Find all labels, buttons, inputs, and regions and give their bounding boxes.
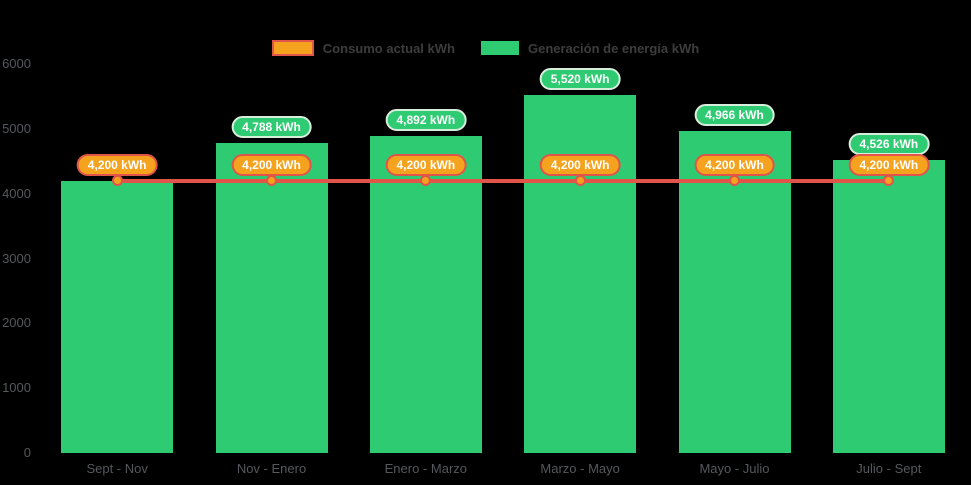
line-point[interactable]	[420, 175, 432, 187]
x-axis-label: Nov - Enero	[236, 461, 307, 476]
x-axis-label: Enero - Marzo	[384, 461, 468, 476]
y-axis-tick-label: 1000	[2, 380, 31, 396]
consumption-badge: 4,200 kWh	[231, 153, 312, 176]
line-point[interactable]	[729, 175, 740, 187]
generation-bar[interactable]	[61, 180, 174, 453]
consumption-badge: 4,200 kWh	[539, 153, 621, 176]
consumption-badge: 4,200 kWh	[848, 153, 930, 176]
legend-label-consumo: Consumo actual kWh	[322, 40, 455, 56]
y-axis-tick-label: 5000	[2, 120, 31, 136]
legend-item-generacion[interactable]: Generación de energía kWh	[480, 40, 700, 56]
bar-value-badge: 4,892 kWh	[385, 108, 467, 131]
line-point[interactable]	[111, 175, 123, 187]
bar-value-badge: 4,526 kWh	[848, 132, 930, 155]
x-axis-label: Marzo - Mayo	[540, 461, 620, 476]
bar-value-badge: 4,788 kWh	[231, 115, 312, 138]
x-axis-label: Sept - Nov	[86, 461, 148, 476]
y-axis-tick-label: 3000	[2, 250, 31, 266]
x-axis-label: Julio - Sept	[856, 461, 922, 476]
legend-label-generacion: Generación de energía kWh	[527, 40, 700, 56]
generation-bar[interactable]	[215, 142, 328, 453]
y-axis-tick-label: 6000	[2, 56, 31, 71]
legend-swatch-generacion-icon	[480, 41, 519, 55]
y-axis-tick-label: 0	[23, 445, 31, 460]
legend-swatch-consumo-icon	[271, 40, 314, 56]
y-axis-tick-label: 2000	[2, 315, 31, 331]
generation-bar[interactable]	[524, 95, 637, 453]
generation-bar[interactable]	[369, 135, 482, 453]
bar-value-badge: 5,520 kWh	[539, 68, 621, 91]
chart-legend: Consumo actual kWh Generación de energía…	[0, 40, 971, 56]
x-axis-label: Mayo - Julio	[699, 461, 770, 476]
consumption-line[interactable]	[117, 178, 889, 183]
line-point[interactable]	[574, 175, 586, 187]
consumption-badge: 4,200 kWh	[76, 153, 158, 176]
consumption-badge: 4,200 kWh	[694, 153, 775, 176]
line-point[interactable]	[883, 175, 895, 187]
bar-value-badge: 4,966 kWh	[694, 104, 775, 127]
line-point[interactable]	[266, 175, 277, 187]
consumption-badge: 4,200 kWh	[385, 153, 467, 176]
y-axis-tick-label: 4000	[2, 185, 31, 201]
generation-bar[interactable]	[832, 159, 945, 453]
legend-item-consumo[interactable]: Consumo actual kWh	[271, 40, 455, 56]
